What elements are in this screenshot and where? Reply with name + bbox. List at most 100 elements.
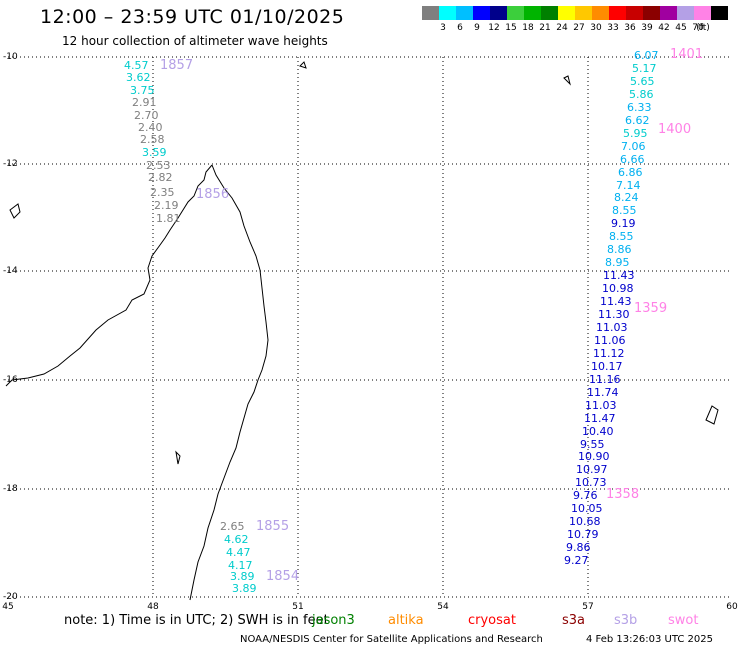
wave-height-label: 11.03 <box>585 399 617 412</box>
wave-height-label: 10.17 <box>591 360 623 373</box>
legend-swatch <box>643 6 660 20</box>
satellite-s3b: s3b <box>614 613 638 628</box>
legend-label: 33 <box>607 23 619 33</box>
wave-height-label: 9.76 <box>573 489 598 502</box>
legend-label: 36 <box>624 23 636 33</box>
wave-height-label: 10.68 <box>569 515 601 528</box>
wave-height-label: 2.35 <box>150 186 175 199</box>
wave-height-label: 8.55 <box>612 204 637 217</box>
legend-label: 6 <box>457 23 463 33</box>
lon-label: 45 <box>2 602 14 612</box>
legend-label: 9 <box>474 23 480 33</box>
wave-height-label: 3.62 <box>126 71 151 84</box>
wave-height-label: 3.75 <box>130 84 155 97</box>
time-label: 1400 <box>658 122 692 137</box>
time-label: 1857 <box>160 58 194 73</box>
legend-swatch <box>558 6 575 20</box>
legend-label: 21 <box>539 23 551 33</box>
wave-height-label: 11.47 <box>584 412 616 425</box>
legend-swatch <box>592 6 609 20</box>
wave-height-label: 2.53 <box>146 159 171 172</box>
legend-swatch <box>507 6 524 20</box>
legend-label: 70 <box>692 23 704 33</box>
legend-swatch <box>626 6 643 20</box>
wave-height-label: 8.86 <box>607 243 632 256</box>
wave-height-label: 2.19 <box>154 199 179 212</box>
legend-label: 27 <box>573 23 585 33</box>
wave-height-label: 4.17 <box>228 559 253 572</box>
legend-label: 30 <box>590 23 602 33</box>
wave-height-label: 6.07 <box>634 49 659 62</box>
mauritius-island <box>705 405 719 425</box>
legend-label: 42 <box>658 23 670 33</box>
satellite-cryosat: cryosat <box>468 613 516 628</box>
wave-height-label: 8.55 <box>609 230 634 243</box>
wave-height-label: 3.59 <box>142 146 167 159</box>
wave-height-label: 11.06 <box>594 334 626 347</box>
map-title: 12:00 – 23:59 UTC 01/10/2025 <box>40 6 345 28</box>
wave-height-label: 10.73 <box>575 476 607 489</box>
satellite-swot: swot <box>668 613 699 628</box>
west-island-outline <box>9 203 21 219</box>
legend-swatch <box>524 6 541 20</box>
wave-height-label: 6.66 <box>620 153 645 166</box>
time-label: 1359 <box>634 301 668 316</box>
time-label: 1358 <box>606 487 640 502</box>
legend-swatch <box>694 6 711 20</box>
wave-height-label: 2.70 <box>134 109 159 122</box>
wave-height-label: 9.19 <box>611 217 636 230</box>
legend-swatch <box>456 6 473 20</box>
wave-height-label: 6.86 <box>618 166 643 179</box>
wave-height-label: 2.58 <box>140 133 165 146</box>
legend-unit: (ft) <box>696 23 710 33</box>
wave-height-label: 4.62 <box>224 533 249 546</box>
wave-height-label: 11.12 <box>593 347 625 360</box>
wave-height-label: 10.90 <box>578 450 610 463</box>
legend-label: 18 <box>522 23 534 33</box>
wave-height-label: 1.81 <box>156 212 181 225</box>
lat-label: -18 <box>3 484 18 494</box>
lat-label: -14 <box>3 266 18 276</box>
wave-height-label: 11.43 <box>600 295 632 308</box>
wave-height-label: 11.03 <box>596 321 628 334</box>
wave-height-label: 3.89 <box>232 582 257 595</box>
legend-swatch <box>490 6 507 20</box>
wave-height-label: 9.86 <box>566 541 591 554</box>
legend-swatch <box>609 6 626 20</box>
time-label: 1856 <box>196 187 230 202</box>
wave-height-label: 2.82 <box>148 171 173 184</box>
wave-height-label: 11.30 <box>598 308 630 321</box>
comoros-island <box>299 61 307 69</box>
legend-label: 3 <box>440 23 446 33</box>
footer-note: note: 1) Time is in UTC; 2) SWH is in fe… <box>64 613 329 628</box>
lat-lon-grid <box>8 56 732 598</box>
wave-height-label: 11.16 <box>589 373 621 386</box>
lon-label: 60 <box>726 602 738 612</box>
legend-swatch <box>575 6 592 20</box>
madagascar-east-coastline <box>189 164 269 601</box>
wave-height-label: 7.06 <box>621 140 646 153</box>
legend-swatch <box>711 6 728 20</box>
wave-height-label: 9.55 <box>580 438 605 451</box>
wave-height-label: 3.89 <box>230 570 255 583</box>
lat-label: -10 <box>3 52 18 62</box>
legend-swatch <box>541 6 558 20</box>
legend-label: 45 <box>675 23 687 33</box>
wave-height-label: 5.17 <box>632 62 657 75</box>
wave-height-label: 5.86 <box>629 88 654 101</box>
lat-label: -12 <box>3 159 18 169</box>
footer-timestamp: 4 Feb 13:26:03 UTC 2025 <box>586 634 713 645</box>
wave-height-label: 11.74 <box>587 386 619 399</box>
wave-height-label: 11.43 <box>603 269 635 282</box>
wave-height-label: 6.62 <box>625 114 650 127</box>
satellite-jason3: jason3 <box>312 613 355 628</box>
wave-height-label: 2.65 <box>220 520 245 533</box>
lat-label: -16 <box>3 375 18 385</box>
legend-swatch <box>677 6 694 20</box>
wave-height-label: 8.24 <box>614 191 639 204</box>
legend-swatch <box>422 6 439 20</box>
wave-height-label: 10.98 <box>602 282 634 295</box>
time-label: 1401 <box>670 47 704 62</box>
wave-height-label: 6.33 <box>627 101 652 114</box>
